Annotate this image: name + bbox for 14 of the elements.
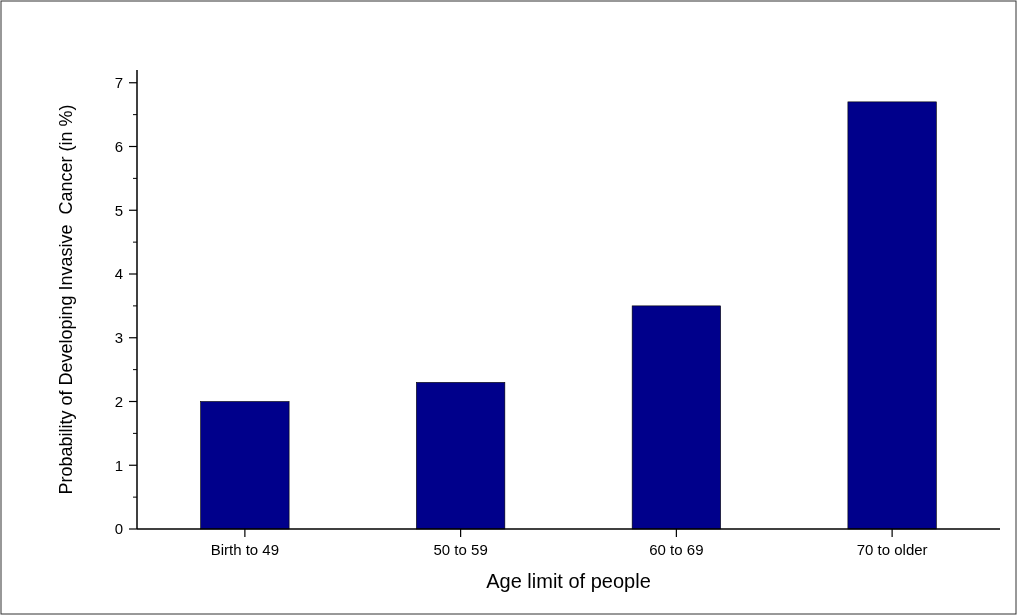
y-tick-label: 6	[114, 137, 123, 155]
x-tick-label: Birth to 49	[210, 541, 280, 558]
y-tick-label: 7	[114, 74, 123, 91]
y-tick-label: 2	[114, 392, 123, 410]
x-tick-label: 70 to older	[856, 541, 928, 558]
x-tick-label: 60 to 69	[649, 541, 704, 558]
x-tick-label: 50 to 59	[433, 541, 488, 558]
y-tick-label: 0	[114, 520, 123, 538]
y-tick-label: 5	[114, 201, 123, 219]
y-axis-title: Probability of Developing Invasive Cancer (in %)	[56, 104, 76, 495]
y-tick-label: 1	[114, 456, 123, 474]
y-tick-label: 3	[114, 329, 123, 346]
y-tick-label: 4	[114, 265, 123, 283]
x-axis-title: Age limit of people	[486, 570, 651, 592]
